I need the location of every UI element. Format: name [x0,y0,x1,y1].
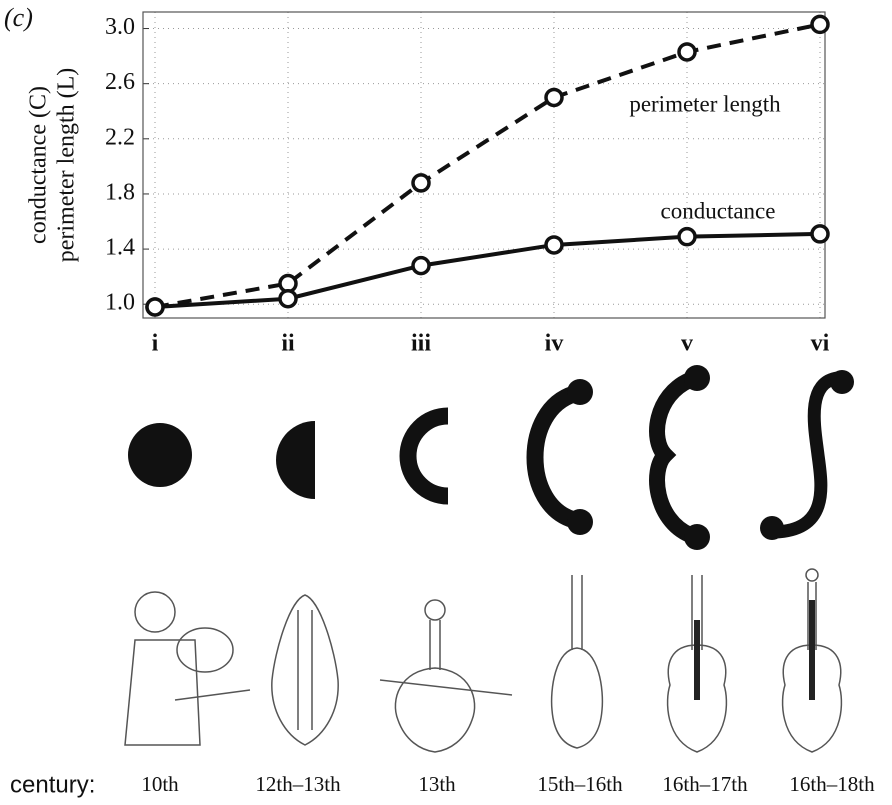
player [125,592,250,745]
hole-shapes [128,365,854,550]
y-tick-label: 2.2 [105,124,135,150]
shape-ii [276,421,315,499]
series-label: perimeter length [629,91,781,116]
panel-label: (c) [4,3,33,32]
shape-vi [760,370,854,540]
x-tick-label: iv [545,331,564,357]
y-tick-label: 1.4 [105,235,135,261]
y-axis-label: conductance (C) [26,86,52,244]
marker [546,237,562,253]
y-tick-label: 1.0 [105,290,135,316]
marker [413,258,429,274]
instrument-vi [783,569,842,752]
marker [280,291,296,307]
x-tick-label: i [152,331,159,357]
marker [812,16,828,32]
marker [679,229,695,245]
shape-iii [408,416,448,496]
y-tick-label: 1.8 [105,179,135,205]
x-tick-label: iii [411,331,431,357]
x-tick-label: vi [811,331,830,357]
century: 16th–17th [662,772,748,796]
marker [413,175,429,191]
plot-frame [143,12,825,318]
shape-v [657,365,710,550]
y-axis-label: perimeter length (L) [54,68,80,263]
instrument-ii [272,595,338,745]
instrument-v [668,575,727,752]
series-line [155,234,820,307]
marker [147,299,163,315]
x-tick-label: v [681,331,693,357]
figure: (c) conductance (C) perimeter length (L)… [0,0,892,805]
century: 10th [141,772,179,796]
series-label: conductance [661,198,776,223]
century: 13th [418,772,456,796]
century-label: century: [10,771,95,798]
century: 15th–16th [537,772,623,796]
instrument-iv [552,575,603,748]
series-line [155,24,820,307]
y-tick-label: 2.6 [105,69,135,95]
x-tick-label: ii [281,331,295,357]
shape-iv [535,379,593,535]
instruments [125,569,841,752]
instrument-iii [380,600,512,752]
marker [546,89,562,105]
shape-i [128,423,192,487]
century: 12th–13th [255,772,341,796]
centuries: 10th 12th–13th 13th 15th–16th 16th–17th 16th–… [141,772,875,796]
century: 16th–18th [789,772,875,796]
y-tick-label: 3.0 [105,14,135,40]
marker [812,226,828,242]
marker [679,44,695,60]
